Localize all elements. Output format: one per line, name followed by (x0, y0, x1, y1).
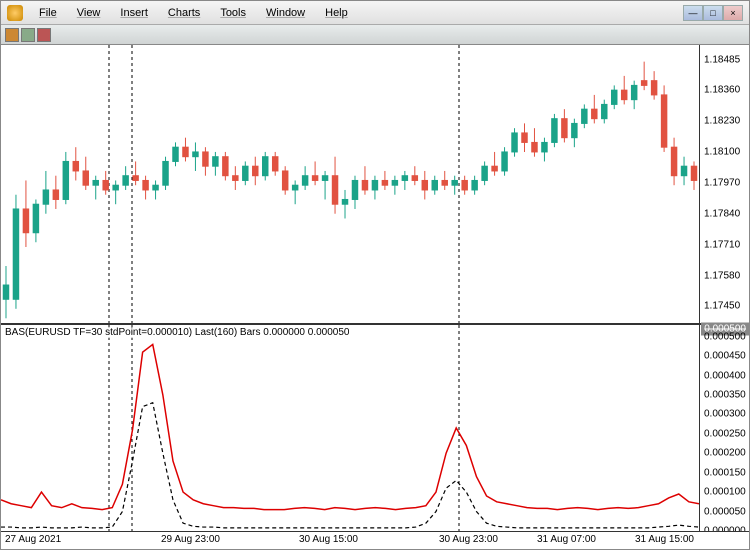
app-window: FileViewInsertChartsToolsWindowHelp — □ … (0, 0, 750, 550)
menu-view[interactable]: View (67, 5, 111, 21)
menu-window[interactable]: Window (256, 5, 315, 21)
menu-tools[interactable]: Tools (210, 5, 256, 21)
menu-file[interactable]: File (29, 5, 67, 21)
y-tick: 0.000400 (704, 370, 746, 381)
y-tick: 0.000050 (704, 506, 746, 517)
price-chart[interactable]: 1.17450 1.17580 1.17710 1.17840 1.17970 1.181… (1, 45, 749, 325)
y-tick: 1.17710 (704, 239, 740, 250)
indicator-label: BAS(EURUSD TF=30 stdPoint=0.000010) Last… (5, 327, 349, 338)
x-tick: 27 Aug 2021 (5, 534, 61, 545)
x-tick: 30 Aug 23:00 (439, 534, 498, 545)
y-tick: 1.17450 (704, 301, 740, 312)
y-tick: 0.000300 (704, 409, 746, 420)
x-tick: 30 Aug 15:00 (299, 534, 358, 545)
y-tick: 0.000450 (704, 351, 746, 362)
indicator-y-axis: 0.000500 0.0000000.0000500.0001000.00015… (699, 325, 749, 531)
y-tick: 1.18100 (704, 146, 740, 157)
toolbar-icon-1[interactable] (5, 28, 19, 42)
y-tick: 0.000100 (704, 487, 746, 498)
price-y-axis: 1.17450 1.17580 1.17710 1.17840 1.17970 1.181… (699, 45, 749, 323)
y-tick: 1.18230 (704, 116, 740, 127)
chart-region: 1.17450 1.17580 1.17710 1.17840 1.17970 1.181… (1, 45, 749, 549)
minimize-button[interactable]: — (683, 5, 703, 21)
close-button[interactable]: × (723, 5, 743, 21)
y-tick: 0.000150 (704, 467, 746, 478)
y-tick: 1.17840 (704, 208, 740, 219)
menu-charts[interactable]: Charts (158, 5, 210, 21)
app-icon (7, 5, 23, 21)
menu-insert[interactable]: Insert (110, 5, 158, 21)
y-tick: 0.000200 (704, 448, 746, 459)
y-tick: 0.000250 (704, 428, 746, 439)
indicator-chart[interactable]: BAS(EURUSD TF=30 stdPoint=0.000010) Last… (1, 325, 749, 531)
y-tick: 1.18485 (704, 55, 740, 66)
y-tick: 0.000500 (704, 331, 746, 342)
maximize-button[interactable]: □ (703, 5, 723, 21)
menu-help[interactable]: Help (315, 5, 358, 21)
x-tick: 31 Aug 15:00 (635, 534, 694, 545)
y-tick: 0.000350 (704, 389, 746, 400)
y-tick: 1.18360 (704, 85, 740, 96)
y-tick: 1.17580 (704, 270, 740, 281)
x-tick: 31 Aug 07:00 (537, 534, 596, 545)
toolbar-icon-3[interactable] (37, 28, 51, 42)
menubar: FileViewInsertChartsToolsWindowHelp — □ … (1, 1, 749, 25)
y-tick: 1.17970 (704, 177, 740, 188)
toolbar-icon-2[interactable] (21, 28, 35, 42)
time-x-axis: 27 Aug 2021 29 Aug 23:00 30 Aug 15:00 30 Au… (1, 531, 749, 549)
x-tick: 29 Aug 23:00 (161, 534, 220, 545)
toolbar (1, 25, 749, 45)
